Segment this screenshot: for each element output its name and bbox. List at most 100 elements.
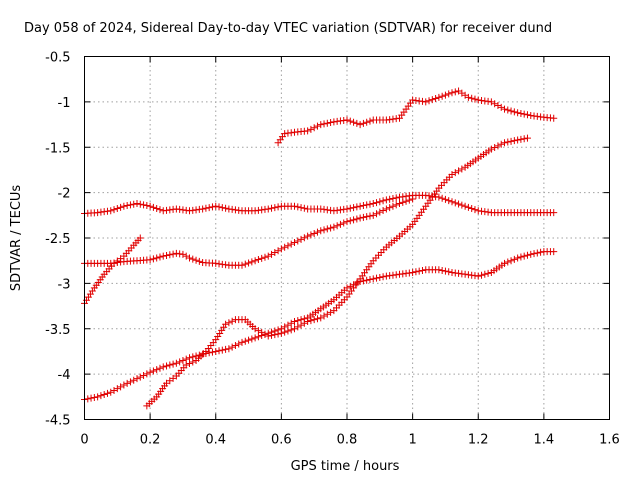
- data-point: [172, 359, 180, 367]
- data-point: [458, 201, 466, 209]
- data-point: [435, 93, 443, 101]
- data-point: [281, 243, 289, 251]
- data-point: [281, 328, 289, 336]
- data-point: [412, 268, 420, 276]
- data-point: [533, 249, 541, 257]
- data-point: [307, 317, 315, 325]
- data-point: [133, 200, 141, 208]
- data-point: [117, 203, 125, 211]
- data-point: [241, 260, 249, 268]
- data-point: [130, 200, 138, 208]
- series-sat-b: [81, 191, 558, 217]
- data-point: [146, 256, 154, 264]
- series-sat-a: [274, 87, 558, 147]
- data-point: [376, 273, 384, 281]
- data-point: [514, 136, 522, 144]
- data-point: [97, 392, 105, 400]
- data-point: [379, 197, 387, 205]
- data-point: [389, 202, 397, 210]
- data-point: [520, 252, 528, 260]
- data-point: [510, 108, 518, 116]
- data-point: [376, 198, 384, 206]
- data-point: [356, 121, 364, 129]
- data-point: [238, 261, 246, 269]
- data-point: [261, 330, 269, 338]
- data-point: [517, 253, 525, 261]
- data-point: [156, 253, 164, 261]
- data-point: [343, 116, 351, 124]
- data-point: [110, 386, 118, 394]
- data-point: [258, 328, 266, 336]
- data-point: [441, 267, 449, 275]
- data-point: [514, 254, 522, 262]
- data-point: [251, 334, 259, 342]
- data-point: [523, 134, 531, 142]
- x-tick-label: 1.2: [468, 433, 489, 448]
- data-point: [468, 205, 476, 213]
- data-point: [94, 393, 102, 401]
- data-point: [218, 204, 226, 212]
- data-point: [254, 256, 262, 264]
- data-point: [313, 315, 321, 323]
- data-point: [248, 335, 256, 343]
- data-point: [179, 357, 187, 365]
- data-point: [241, 337, 249, 345]
- data-point: [235, 340, 243, 348]
- data-point: [291, 317, 298, 325]
- data-point: [271, 331, 279, 339]
- data-point: [484, 269, 492, 277]
- data-point: [487, 98, 495, 106]
- x-tick-label: 1.4: [534, 433, 555, 448]
- data-point: [501, 105, 508, 113]
- data-point: [192, 256, 200, 264]
- data-point: [294, 203, 302, 211]
- data-point: [107, 207, 115, 215]
- data-point: [238, 338, 246, 346]
- data-point: [149, 203, 157, 211]
- y-tick-label: -2: [58, 187, 71, 202]
- data-point: [136, 200, 144, 208]
- data-point: [186, 360, 193, 368]
- data-point: [353, 203, 361, 211]
- data-point: [163, 362, 171, 370]
- data-point: [507, 107, 515, 115]
- data-point: [208, 348, 216, 356]
- data-point: [455, 167, 463, 175]
- y-tick-label: -4.5: [45, 414, 70, 429]
- data-point: [146, 368, 154, 376]
- data-point: [271, 204, 279, 212]
- data-point: [228, 343, 236, 351]
- data-point: [268, 250, 276, 258]
- data-point: [182, 355, 190, 363]
- data-point: [153, 205, 161, 213]
- data-point: [468, 94, 476, 102]
- data-point: [340, 219, 348, 227]
- data-point: [153, 254, 161, 262]
- data-point: [195, 257, 203, 265]
- data-point: [294, 323, 302, 331]
- data-point: [320, 120, 328, 128]
- data-point: [274, 203, 282, 211]
- data-point: [264, 252, 272, 260]
- data-point: [363, 213, 371, 221]
- data-point: [182, 252, 190, 260]
- data-point: [346, 204, 354, 212]
- data-point: [320, 312, 328, 320]
- x-axis-label: GPS time / hours: [291, 459, 400, 474]
- data-point: [520, 110, 528, 118]
- data-point: [310, 229, 318, 237]
- data-point: [343, 218, 351, 226]
- data-point: [320, 226, 328, 234]
- data-point: [126, 378, 134, 386]
- data-point: [448, 198, 456, 206]
- data-point: [510, 255, 518, 263]
- data-point: [323, 119, 331, 127]
- data-point: [441, 195, 449, 203]
- data-point: [107, 388, 115, 396]
- data-point: [182, 361, 190, 369]
- data-point: [392, 201, 400, 209]
- data-point: [300, 204, 308, 212]
- data-point: [149, 367, 157, 375]
- data-point: [491, 143, 499, 151]
